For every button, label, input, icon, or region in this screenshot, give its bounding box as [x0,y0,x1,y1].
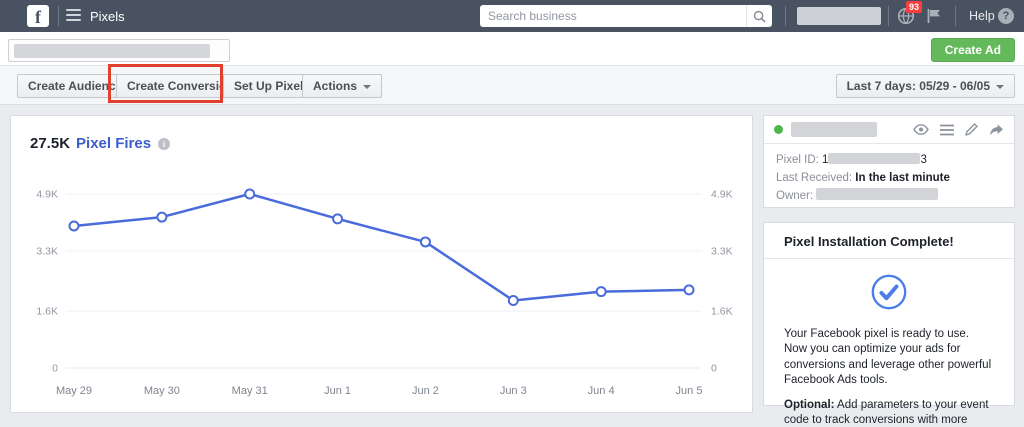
install-card-title: Pixel Installation Complete! [764,223,1014,259]
install-optional-message: Optional: Add parameters to your event c… [784,398,994,427]
page-title: Pixels [90,9,125,24]
y-axis-tick-right: 1.6K [711,306,733,318]
optional-text: Add parameters to your event code to tra… [784,398,989,427]
search-box [480,5,772,27]
y-axis-tick-left: 0 [52,363,58,375]
search-input[interactable] [480,9,746,23]
create-audience-button[interactable]: Create Audience [17,74,134,98]
pixel-id-prefix: 1 [822,154,829,166]
x-axis-tick: May 30 [144,385,180,397]
install-card-body: Your Facebook pixel is ready to use. Now… [764,259,1014,427]
info-icon[interactable]: i [158,137,171,150]
data-point-jun-3[interactable] [507,295,519,307]
y-axis-tick-right: 3.3K [711,245,733,257]
help-question-icon[interactable]: ? [998,8,1014,24]
last-received-row: Last Received: In the last minute [776,169,1002,187]
account-selector-redacted[interactable] [8,39,230,62]
owner-row: Owner: [776,187,1002,205]
chevron-down-icon [996,84,1004,89]
optional-label: Optional: [784,398,835,411]
divider [785,6,786,26]
pixel-card-actions [913,123,1004,136]
menu-hamburger-icon[interactable] [66,9,81,22]
last-received-value: In the last minute [855,172,950,184]
owner-label: Owner: [776,190,814,202]
search-icon[interactable] [746,5,772,27]
data-point-jun-2[interactable] [419,236,431,248]
pixel-card-header [764,116,1014,144]
top-navbar: f Pixels 93 Help ? [0,0,1024,32]
success-check-icon [784,273,994,317]
chevron-down-icon [363,84,372,89]
toolbar: Create Audience Create Conversion Set Up… [0,66,1024,105]
date-range-label: Last 7 days: 05/29 - 06/05 [846,79,990,93]
pixel-id-label: Pixel ID: [776,154,819,166]
data-point-may-29[interactable] [68,220,80,232]
flag-icon[interactable] [926,8,942,29]
pixel-fires-metric-label[interactable]: Pixel Fires [76,135,152,152]
help-link[interactable]: Help [969,9,995,23]
y-axis-tick-left: 1.6K [36,306,58,318]
eye-icon[interactable] [913,124,929,135]
status-active-dot [774,125,783,134]
x-axis-tick: Jun 3 [500,385,527,397]
pixel-card-body: Pixel ID: 1 3 Last Received: In the last … [764,144,1014,212]
pixel-info-card: Pixel ID: 1 3 Last Received: In the last … [763,115,1015,208]
create-ad-button[interactable]: Create Ad [930,38,1015,62]
data-point-jun-4[interactable] [595,286,607,298]
last-received-label: Last Received: [776,172,853,184]
share-arrow-icon[interactable] [989,123,1004,136]
actions-dropdown-button[interactable]: Actions [302,74,383,98]
actions-label: Actions [313,79,358,93]
data-point-may-30[interactable] [156,211,168,223]
pixel-id-row: Pixel ID: 1 3 [776,151,1002,169]
y-axis-tick-right: 4.9K [711,189,733,201]
date-range-dropdown[interactable]: Last 7 days: 05/29 - 06/05 [835,74,1015,98]
pixel-fires-total: 27.5K [30,135,71,152]
divider [58,6,59,26]
x-axis-tick: May 29 [56,385,92,397]
x-axis-tick: Jun 1 [324,385,351,397]
pixel-fires-chart: 0 0 1.6K 1.6K 3.3K 3.3K 4.9K 4.9K May 29 May 30 Ma… [36,188,733,397]
install-message: Your Facebook pixel is ready to use. Now… [784,327,992,387]
owner-redacted [816,188,939,200]
x-axis-tick: Jun 4 [588,385,615,397]
x-axis-tick: May 31 [232,385,268,397]
divider [888,6,889,26]
x-axis-tick: Jun 2 [412,385,439,397]
notification-count-badge[interactable]: 93 [906,1,923,13]
edit-pencil-icon[interactable] [965,123,978,136]
pixel-id-suffix: 3 [920,154,927,166]
account-bar: Create Ad [0,32,1024,66]
pixel-installation-card: Pixel Installation Complete! Your Facebo… [763,222,1015,426]
pixel-id-redacted [828,153,921,164]
pixel-fires-panel: 0 0 1.6K 1.6K 3.3K 3.3K 4.9K 4.9K May 29 May 30 Ma… [10,115,753,413]
y-axis-tick-left: 4.9K [36,189,58,201]
divider [955,6,956,26]
set-up-pixel-button[interactable]: Set Up Pixel [223,74,315,98]
chart-header: 27.5K Pixel Fires i [30,135,171,152]
data-point-may-31[interactable] [244,188,256,200]
list-icon[interactable] [940,124,954,136]
pixel-name-redacted [791,122,877,137]
data-point-jun-5[interactable] [683,284,695,296]
y-axis-tick-left: 3.3K [36,245,58,257]
x-axis-tick: Jun 5 [676,385,703,397]
account-name-redacted[interactable] [797,7,881,25]
data-point-jun-1[interactable] [332,213,344,225]
series-line [73,192,690,302]
facebook-logo-icon[interactable]: f [27,5,49,27]
y-axis-tick-right: 0 [711,363,717,375]
